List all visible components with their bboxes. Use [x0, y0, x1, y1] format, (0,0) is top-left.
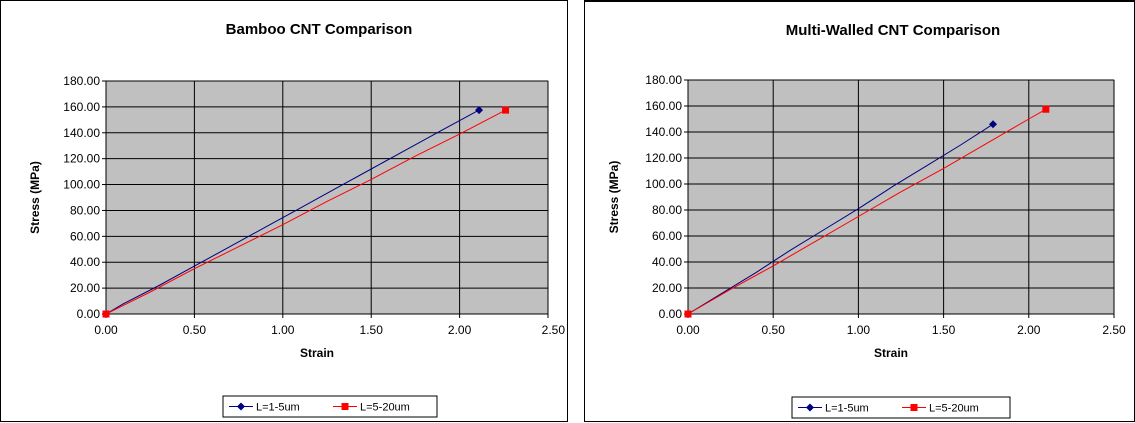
- x-tick-label: 1.00: [271, 323, 295, 337]
- y-tick-label: 80.00: [652, 203, 682, 217]
- y-tick-label: 180.00: [645, 73, 682, 87]
- x-tick-label: 0.00: [676, 323, 700, 337]
- x-tick-label: 1.50: [932, 323, 956, 337]
- y-tick-label: 0.00: [659, 307, 683, 321]
- series-line-l-1-5um: [687, 123, 994, 315]
- legend-marker-diamond: [237, 402, 245, 411]
- x-tick-label: 2.00: [448, 323, 472, 337]
- bamboo-cnt-chart-panel: Bamboo CNT Comparison 0.00 20.00 40.00 60.00…: [0, 0, 568, 422]
- x-axis-label: Strain: [300, 346, 334, 360]
- x-tick-label: 0.00: [94, 323, 118, 337]
- legend-label: L=5-20um: [929, 403, 979, 415]
- legend-label: L=1-5um: [256, 402, 300, 414]
- legend-marker-square: [910, 404, 918, 411]
- legend: L=1-5um L=5-20um: [791, 396, 1011, 419]
- y-tick-label: 0.00: [77, 307, 101, 321]
- y-tick-label: 60.00: [652, 229, 682, 243]
- x-tick-label: 1.50: [360, 323, 384, 337]
- y-tick-label: 20.00: [652, 281, 682, 295]
- chart-title: Bamboo CNT Comparison: [226, 21, 413, 38]
- data-point-square: [102, 310, 110, 318]
- plot-area: [687, 79, 1115, 315]
- x-axis-label: Strain: [874, 346, 908, 360]
- y-tick-label: 140.00: [645, 125, 682, 139]
- y-tick-label: 40.00: [70, 255, 100, 269]
- x-tick-label: 2.00: [1017, 323, 1041, 337]
- y-tick-label: 40.00: [652, 255, 682, 269]
- legend-box: [791, 396, 1011, 419]
- x-tick-label: 2.50: [1102, 323, 1126, 337]
- series-line-l-1-5um: [105, 109, 480, 315]
- y-tick-label: 80.00: [70, 203, 100, 217]
- y-tick-label: 180.00: [63, 74, 100, 88]
- legend-label: L=1-5um: [825, 403, 869, 415]
- x-tick-label: 0.50: [762, 323, 786, 337]
- y-tick-label: 100.00: [63, 178, 100, 192]
- y-tick-label: 160.00: [645, 99, 682, 113]
- data-point-square: [1042, 105, 1050, 113]
- y-axis-label: Stress (MPa): [28, 161, 42, 234]
- y-tick-label: 100.00: [645, 177, 682, 191]
- chart-title: Multi-Walled CNT Comparison: [786, 22, 1000, 39]
- y-axis-label: Stress (MPa): [607, 161, 621, 234]
- data-point-diamond: [989, 120, 998, 129]
- legend-marker-square: [341, 403, 349, 410]
- data-point-diamond: [475, 106, 484, 115]
- y-tick-label: 20.00: [70, 281, 100, 295]
- y-tick-label: 120.00: [645, 151, 682, 165]
- bamboo-cnt-chart: Bamboo CNT Comparison 0.00 20.00 40.00 60.00…: [28, 21, 566, 418]
- x-tick-label: 2.50: [542, 323, 566, 337]
- y-tick-label: 160.00: [63, 100, 100, 114]
- y-tick-label: 140.00: [63, 126, 100, 140]
- plot-area: [105, 80, 549, 315]
- series-line-l-5-20um: [687, 108, 1047, 315]
- multi-walled-cnt-chart: Multi-Walled CNT Comparison 0.00 20.00 40.0…: [607, 22, 1126, 419]
- multi-walled-cnt-chart-panel: Multi-Walled CNT Comparison 0.00 20.00 40.0…: [584, 0, 1135, 422]
- legend: L=1-5um L=5-20um: [222, 395, 438, 418]
- y-tick-label: 60.00: [70, 229, 100, 243]
- legend-label: L=5-20um: [360, 402, 410, 414]
- data-point-square: [502, 106, 510, 114]
- series-line-l-5-20um: [105, 109, 506, 315]
- data-point-square: [684, 310, 692, 318]
- legend-box: [222, 395, 438, 418]
- y-tick-label: 120.00: [63, 152, 100, 166]
- x-tick-label: 1.00: [847, 323, 871, 337]
- x-tick-label: 0.50: [183, 323, 207, 337]
- legend-marker-diamond: [806, 403, 814, 412]
